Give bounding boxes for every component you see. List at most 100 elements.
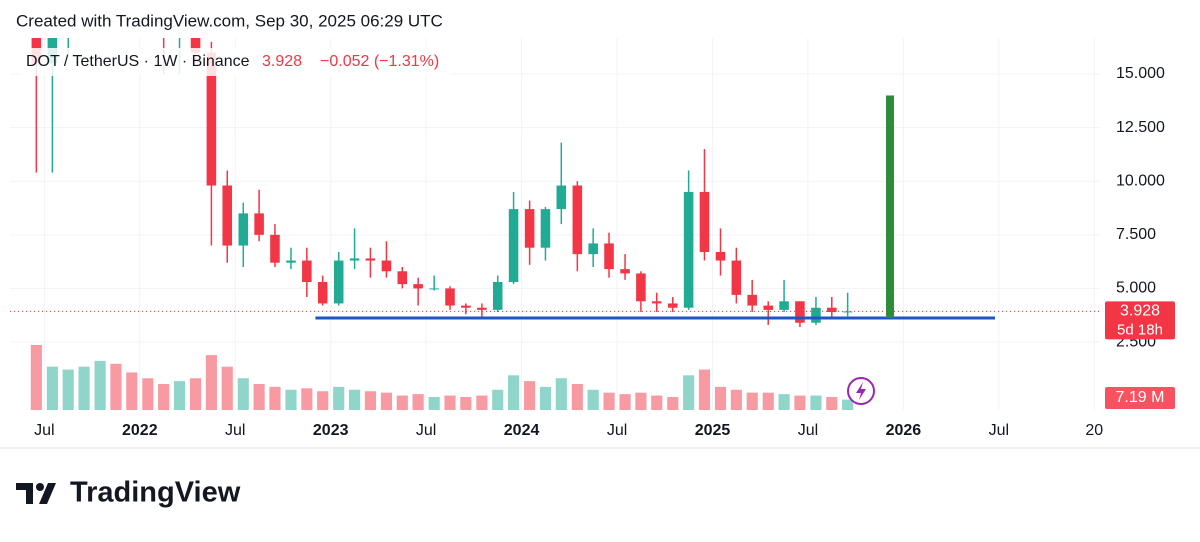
volume-bar bbox=[46, 366, 58, 410]
volume-bar bbox=[492, 389, 504, 410]
candle-body bbox=[238, 213, 249, 246]
y-tick-label: 10.000 bbox=[1116, 172, 1165, 189]
x-tick-label: Jul bbox=[34, 422, 54, 439]
volume-bar bbox=[126, 372, 138, 410]
volume-bar bbox=[444, 395, 456, 410]
price-label: 3.928 bbox=[1120, 303, 1160, 320]
candle-body bbox=[842, 311, 853, 313]
candle-body bbox=[508, 209, 519, 282]
volume-bar bbox=[778, 394, 790, 410]
volume-label: 7.19 M bbox=[1116, 389, 1165, 406]
candle-body bbox=[254, 213, 264, 235]
candle-body bbox=[588, 243, 598, 255]
volume-bar bbox=[237, 378, 249, 410]
countdown: 5d 18h bbox=[1117, 321, 1163, 338]
volume-bar bbox=[285, 389, 297, 410]
candle-body bbox=[827, 307, 837, 313]
x-tick-label: 2022 bbox=[122, 422, 158, 439]
candle-body bbox=[492, 281, 503, 310]
volume-bar bbox=[205, 355, 217, 410]
candle-body bbox=[731, 260, 742, 295]
volume-bar bbox=[189, 378, 202, 410]
candle-body bbox=[397, 271, 408, 285]
candle-body bbox=[333, 260, 344, 304]
legend-change: −0.052 (−1.31%) bbox=[320, 53, 439, 70]
candle-body bbox=[636, 273, 646, 302]
volume-bar bbox=[380, 392, 393, 410]
candle-body bbox=[365, 258, 376, 261]
volume-bar bbox=[317, 391, 329, 410]
volume-bar bbox=[428, 397, 440, 410]
candle-body bbox=[286, 260, 296, 263]
volume-bar bbox=[587, 389, 599, 410]
candle-body bbox=[381, 260, 392, 272]
volume-bar bbox=[110, 363, 122, 410]
volume-bar bbox=[142, 378, 154, 410]
candle-body bbox=[222, 185, 233, 246]
target-bar bbox=[886, 95, 895, 319]
volume-bar bbox=[460, 397, 472, 410]
volume-bar bbox=[746, 392, 758, 410]
volume-bar bbox=[730, 389, 742, 410]
volume-bar bbox=[333, 386, 345, 410]
candle-body bbox=[190, 38, 201, 53]
volume-bar bbox=[555, 378, 567, 410]
x-tick-label: Jul bbox=[607, 422, 627, 439]
candle-body bbox=[477, 307, 487, 310]
volume-bar bbox=[794, 395, 806, 410]
price-box bbox=[1105, 301, 1175, 340]
volume-bar bbox=[698, 369, 711, 410]
y-tick-label: 15.000 bbox=[1116, 65, 1165, 82]
candle-body bbox=[429, 288, 439, 290]
legend-bg bbox=[18, 48, 450, 76]
volume-bar bbox=[269, 386, 281, 410]
x-tick-label: Jul bbox=[416, 422, 436, 439]
candle-body bbox=[683, 191, 694, 308]
bolt bbox=[856, 382, 866, 400]
x-tick-label: 2026 bbox=[886, 422, 922, 439]
volume-bar bbox=[348, 389, 361, 410]
volume-bar bbox=[158, 384, 170, 410]
x-tick-label: Jul bbox=[798, 422, 818, 439]
candle-body bbox=[620, 269, 630, 274]
candle-body bbox=[349, 258, 360, 261]
candle-body bbox=[811, 307, 821, 323]
x-tick-label: Jul bbox=[989, 422, 1009, 439]
volume-bar bbox=[826, 397, 838, 410]
volume-bar bbox=[94, 360, 106, 410]
volume-bar bbox=[364, 391, 376, 410]
volume-bar bbox=[62, 369, 74, 410]
x-tick-label: 2024 bbox=[504, 422, 540, 439]
volume-bar bbox=[30, 345, 42, 410]
x-tick-label: 2025 bbox=[695, 422, 731, 439]
candle-body bbox=[779, 301, 789, 310]
volume-bar bbox=[539, 386, 552, 410]
volume-bar bbox=[301, 388, 313, 410]
volume-bar bbox=[396, 395, 408, 410]
overlays bbox=[10, 95, 1100, 320]
created-note: Created with TradingView.com, Sep 30, 20… bbox=[16, 11, 443, 30]
x-tick-label: 2023 bbox=[313, 422, 349, 439]
volume-bar bbox=[619, 394, 631, 410]
volume-bar bbox=[762, 392, 774, 410]
candle-body bbox=[445, 288, 455, 306]
volume-bar bbox=[571, 384, 583, 410]
logo bbox=[16, 483, 56, 504]
candle-body bbox=[763, 305, 773, 310]
brand: TradingView bbox=[70, 477, 241, 509]
candle-body bbox=[143, 0, 153, 10]
volume-box bbox=[1105, 387, 1175, 409]
volume-bar bbox=[173, 381, 186, 410]
y-tick-label: 7.500 bbox=[1116, 226, 1156, 243]
volume-bar bbox=[635, 392, 647, 410]
y-tick-label: 5.000 bbox=[1116, 280, 1156, 297]
candle-body bbox=[795, 301, 805, 323]
volume-pane bbox=[30, 345, 854, 410]
candle-body bbox=[747, 294, 757, 306]
volume-bar bbox=[78, 366, 90, 410]
volume-bar bbox=[810, 395, 822, 410]
volume-bar bbox=[524, 381, 536, 410]
candle-body bbox=[206, 52, 217, 186]
symbol: DOT / TetherUS · 1W · Binance bbox=[26, 53, 250, 70]
